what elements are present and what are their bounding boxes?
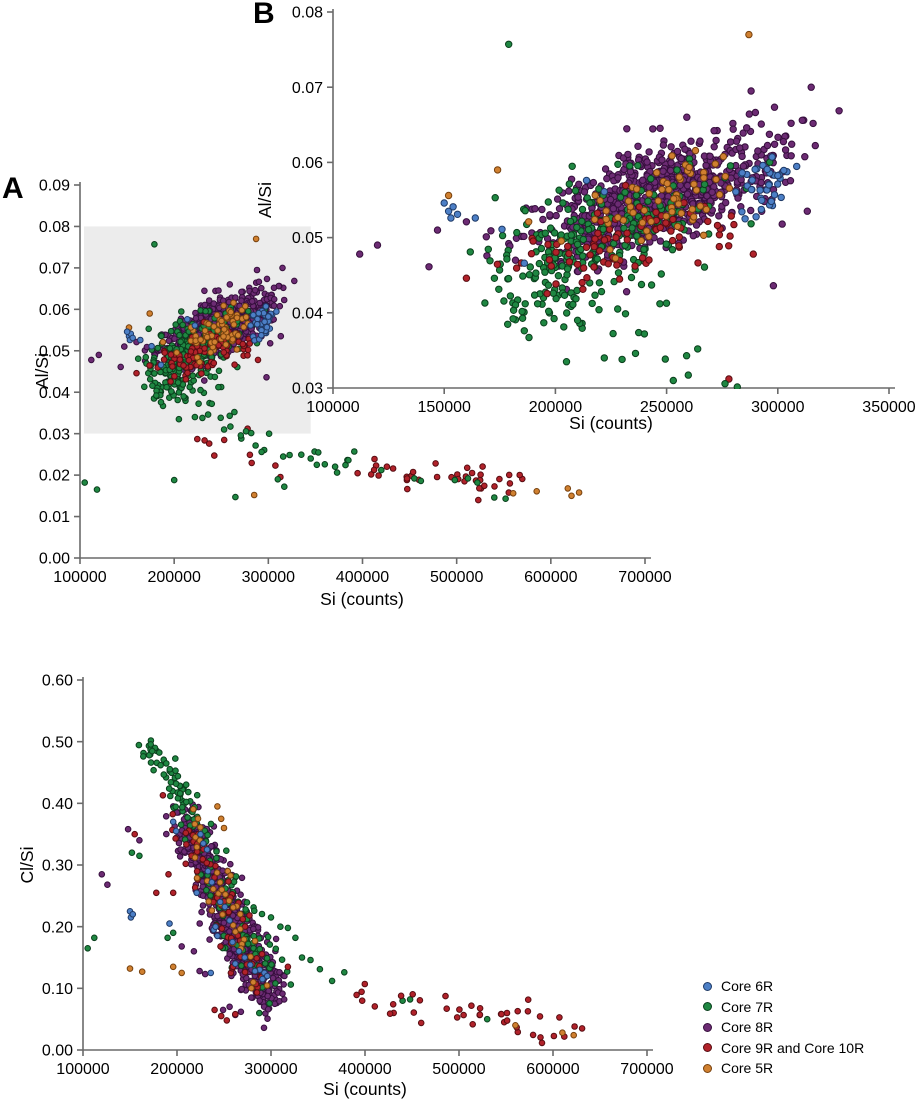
legend-label-core-5r: Core 5R <box>721 1060 774 1076</box>
panel-c-xtick-label: 100000 <box>56 1061 109 1078</box>
panel-b-points <box>356 30 843 389</box>
legend-item-core-5r: Core 5R <box>703 1059 864 1077</box>
panel-a-xtick-label: 700000 <box>618 569 671 586</box>
panel-a-ytick-label: 0.01 <box>39 509 70 526</box>
panel-b-xtick-label: 350000 <box>862 399 915 416</box>
panel-c-ytick-label: 0.10 <box>42 981 73 998</box>
panel-c-ytick-label: 0.60 <box>42 673 73 690</box>
panel-c-ytick-label: 0.50 <box>42 734 73 751</box>
panel-a-ytick-label: 0.00 <box>39 551 70 568</box>
panel-c-xtick-label: 300000 <box>244 1061 297 1078</box>
panel-c-xtick-label: 500000 <box>432 1061 485 1078</box>
panel-b-ytick-label: 0.05 <box>292 230 323 247</box>
panel-c-x-axis-title: Si (counts) <box>323 1079 407 1099</box>
core-8r-marker-icon <box>703 1022 712 1032</box>
legend-item-core-7r: Core 7R <box>703 998 864 1016</box>
panel-b-ytick-label: 0.03 <box>292 381 323 398</box>
panel-b-ytick-label: 0.07 <box>292 80 323 97</box>
panel-c-axes <box>82 677 653 1051</box>
panel-a-xtick-label: 300000 <box>242 569 295 586</box>
panel-b-ytick-label: 0.06 <box>292 155 323 172</box>
legend-label-core-6r: Core 6R <box>721 978 774 994</box>
panel-a-ytick-label: 0.05 <box>39 343 70 360</box>
panel-c-points <box>84 737 586 1047</box>
panel-c: 100000 200000 300000 400000 500000 600000 7000… <box>42 673 674 1078</box>
core-7r-marker-icon <box>703 1002 712 1011</box>
panel-b-xtick-label: 250000 <box>640 399 693 416</box>
panel-c-y-axis-title: Cl/Si <box>17 846 37 884</box>
panel-b-letter: B <box>253 0 275 30</box>
panel-a: 100000 200000 300000 400000 500000 600000 7000… <box>39 178 672 586</box>
panel-a-xtick-label: 100000 <box>53 569 106 586</box>
panel-c-ytick-label: 0.00 <box>42 1043 73 1060</box>
panel-a-xtick-label: 600000 <box>524 569 577 586</box>
panel-b-xtick-label: 300000 <box>751 399 804 416</box>
panel-c-ytick-label: 0.30 <box>42 858 73 875</box>
panel-a-y-axis-title: Al/Si <box>32 353 52 389</box>
panel-b: 100000 150000 200000 250000 300000 350000 0.03… <box>292 5 916 416</box>
legend-label-core-7r: Core 7R <box>721 998 774 1015</box>
panel-c-xtick-label: 700000 <box>620 1061 673 1078</box>
legend-label-core-8r: Core 8R <box>721 1019 774 1035</box>
core-5r-marker-icon <box>703 1063 712 1073</box>
panel-a-points <box>81 235 583 504</box>
panel-c-ytick-label: 0.40 <box>42 796 73 813</box>
panel-c-xtick-label: 400000 <box>338 1061 391 1078</box>
panel-a-xtick-label: 200000 <box>147 569 200 586</box>
panel-b-xtick-label: 200000 <box>529 399 582 416</box>
panel-a-xtick-label: 400000 <box>336 569 389 586</box>
core-6r-marker-icon <box>703 981 712 991</box>
panel-a-ytick-label: 0.04 <box>39 385 70 402</box>
panel-b-ytick-label: 0.04 <box>292 305 323 322</box>
panel-a-ytick-label: 0.06 <box>39 302 70 319</box>
core-9r-10r-marker-icon <box>703 1043 712 1052</box>
panel-b-y-axis-title: Al/Si <box>255 182 275 218</box>
panel-c-ytick-label: 0.20 <box>42 919 73 936</box>
panel-b-xtick-label: 100000 <box>306 399 359 416</box>
legend-item-core-8r: Core 8R <box>703 1018 864 1036</box>
panel-c-xtick-label: 200000 <box>150 1061 203 1078</box>
panel-a-ytick-label: 0.02 <box>39 468 70 485</box>
panel-a-ytick-label: 0.08 <box>39 219 70 236</box>
panel-a-letter: A <box>2 172 24 205</box>
legend: Core 6R Core 7R Core 8R Core 9R and Core… <box>703 977 864 1077</box>
panel-a-xtick-label: 500000 <box>430 569 483 586</box>
panel-b-x-axis-title: Si (counts) <box>569 413 653 433</box>
legend-item-core-6r: Core 6R <box>703 977 864 995</box>
panel-c-xtick-label: 600000 <box>526 1061 579 1078</box>
panel-a-ytick-label: 0.07 <box>39 260 70 277</box>
legend-item-core-9r-10r: Core 9R and Core 10R <box>703 1039 864 1057</box>
panel-b-xtick-label: 150000 <box>418 399 471 416</box>
panel-b-ytick-label: 0.08 <box>292 5 323 22</box>
legend-label-core-9r-10r: Core 9R and Core 10R <box>721 1039 865 1056</box>
panel-a-x-axis-title: Si (counts) <box>320 589 404 609</box>
panel-a-ytick-label: 0.03 <box>39 426 70 443</box>
panel-a-ytick-label: 0.09 <box>39 178 70 195</box>
